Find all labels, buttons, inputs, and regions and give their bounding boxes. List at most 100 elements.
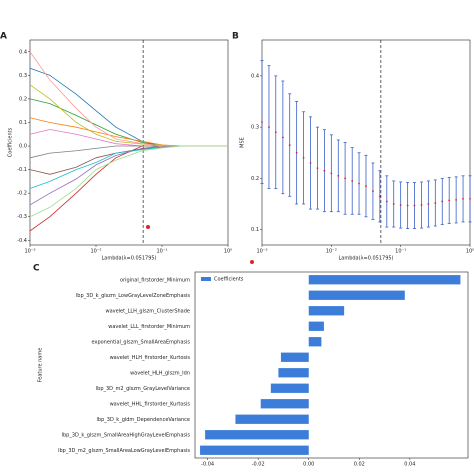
marker-star	[250, 260, 254, 264]
y-axis-label: MSE	[240, 137, 246, 148]
mse-point	[378, 195, 381, 198]
mse-point	[261, 121, 263, 123]
panel-label: B	[232, 32, 239, 42]
x-tick-label: 10⁻¹	[156, 249, 167, 255]
bar	[308, 306, 345, 316]
legend-label: Coefficients	[214, 277, 244, 283]
mse-point	[372, 190, 374, 193]
mse-point	[434, 202, 437, 204]
coefficient-path	[29, 117, 228, 147]
y-tick-label: -0.3	[17, 214, 27, 220]
mse-point	[268, 126, 270, 129]
category-label: original_firstorder_Minimum	[120, 277, 190, 283]
mse-point	[427, 203, 430, 205]
bar	[235, 414, 309, 424]
category-label: lbp_3D_k_glszm_SmallAreaHighGrayLevelEmp…	[62, 432, 191, 438]
x-tick-label: 0.04	[404, 462, 415, 468]
coefficient-path	[29, 145, 228, 206]
plot-frame	[194, 271, 469, 459]
mse-point	[288, 144, 291, 146]
y-tick-label: 0.1	[19, 120, 27, 126]
x-tick-label: -0.04	[201, 462, 214, 468]
y-tick-label: -0.1	[17, 167, 27, 173]
panel-label: A	[0, 32, 7, 42]
category-label: lbp_3D_k_gldm_DependenceVariance	[97, 417, 190, 423]
panel-label: C	[33, 264, 40, 274]
bar	[205, 430, 309, 440]
x-axis-label: Lambda(λ=0.051795)	[338, 256, 393, 262]
plot-frame	[29, 39, 229, 246]
y-tick-label: 0.4	[19, 49, 27, 55]
category-label: wavelet_LLL_firstorder_Minimum	[108, 324, 190, 330]
mse-point	[392, 203, 395, 205]
y-tick-label: 0.0	[19, 144, 27, 150]
x-tick-label: 0.00	[303, 462, 314, 468]
mse-point	[399, 204, 402, 206]
coefficient-path	[29, 145, 228, 218]
bar	[200, 445, 309, 455]
y-tick-label: 0.2	[251, 176, 259, 182]
mse-point	[455, 199, 458, 201]
mse-point	[462, 197, 464, 200]
bar	[308, 290, 405, 300]
mse-point	[448, 199, 451, 202]
mse-point	[309, 162, 312, 164]
coefficient-path	[29, 84, 228, 147]
x-tick-label: 10⁻¹	[395, 249, 406, 255]
bar	[260, 399, 309, 409]
bar	[308, 337, 322, 347]
coefficient-path	[29, 145, 228, 175]
x-tick-label: -0.02	[252, 462, 265, 468]
mse-point	[344, 177, 347, 180]
bar	[308, 275, 461, 285]
x-tick-label: 10⁻²	[326, 249, 337, 255]
bar	[280, 352, 309, 362]
y-tick-label: 0.4	[251, 73, 259, 79]
category-label: lbp_3D_k_glszm_LowGrayLevelZoneEmphasis	[76, 293, 190, 299]
mse-point	[441, 200, 444, 203]
mse-point	[330, 172, 333, 175]
mse-point	[413, 204, 416, 207]
category-label: wavelet_HLH_firstorder_Kurtosis	[110, 355, 191, 361]
bar	[270, 383, 309, 393]
category-label: wavelet_HHL_firstorder_Kurtosis	[110, 401, 191, 407]
x-tick-label: 10⁻³	[256, 249, 267, 255]
mse-point	[385, 200, 388, 203]
y-tick-label: 0.3	[251, 125, 259, 131]
y-tick-label: 0.1	[251, 227, 259, 233]
x-tick-label: 10⁰	[466, 249, 474, 255]
category-label: exponential_glszm_SmallAreaEmphasis	[92, 339, 191, 345]
y-tick-label: 0.2	[19, 96, 27, 102]
y-tick-label: 0.3	[19, 73, 27, 79]
category-label: wavelet_HLH_glszm_Idn	[130, 370, 190, 376]
mse-point	[351, 180, 354, 182]
mse-point	[302, 156, 305, 159]
mse-point	[337, 174, 340, 177]
x-tick-label: 10⁻²	[90, 249, 101, 255]
coefficient-path	[29, 51, 228, 147]
x-axis-label: Lambda(λ=0.051795)	[101, 256, 156, 262]
x-tick-label: 10⁻³	[24, 249, 35, 255]
coefficient-path	[29, 67, 228, 147]
y-axis-label: Coefficients	[8, 127, 14, 157]
mse-point	[323, 169, 326, 172]
mse-point	[365, 185, 367, 187]
x-tick-label: 10⁰	[224, 249, 232, 255]
mse-point	[406, 204, 409, 207]
y-axis-label: Feature name	[38, 348, 44, 383]
mse-point	[358, 182, 360, 185]
mse-point	[274, 131, 277, 134]
mse-point	[316, 167, 319, 170]
mse-point	[469, 197, 471, 200]
y-tick-label: -0.2	[17, 191, 27, 197]
category-label: lbp_3D_m2_glszm_GrayLevelVariance	[96, 386, 190, 392]
marker-star	[146, 225, 150, 229]
mse-point	[281, 136, 284, 139]
bar	[308, 321, 324, 331]
x-tick-label: 0.02	[354, 462, 365, 468]
legend-swatch	[201, 277, 211, 281]
coefficient-path	[29, 145, 228, 232]
coefficient-path	[29, 129, 228, 147]
y-tick-label: -0.4	[17, 238, 27, 244]
